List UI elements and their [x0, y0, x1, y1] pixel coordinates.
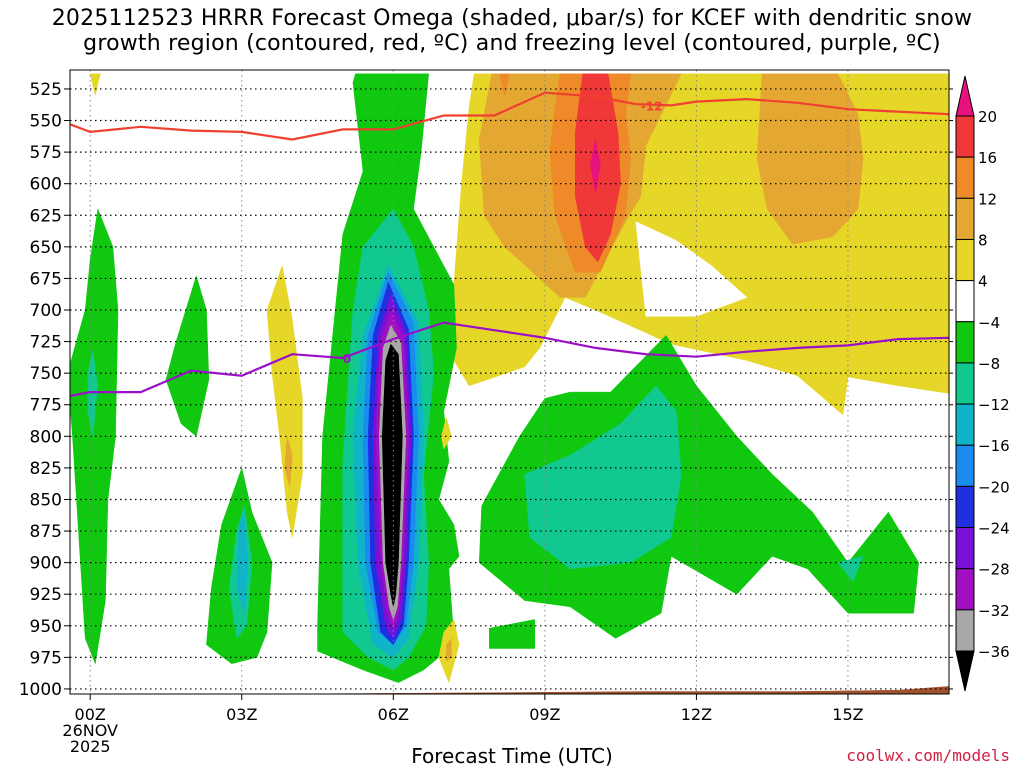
colorbar-label-10: −24 — [978, 520, 1010, 538]
x-tick-label-06Z: 06Z — [378, 705, 409, 724]
omega-region-30 — [441, 416, 452, 450]
omega-region-10 — [70, 207, 119, 665]
y-tick-label-550: 550 — [30, 112, 62, 132]
title-line-2: growth region (contoured, red, ºC) and f… — [83, 31, 941, 56]
colorbar-bin-9 — [955, 485, 975, 529]
grid-lines — [70, 70, 949, 694]
y-axis: 525 550 575 600 625 650 675 700 725 750 775 800 825 8… — [19, 80, 953, 700]
y-tick-label-975: 975 — [30, 648, 62, 668]
title-line-1: 2025112523 HRRR Forecast Omega (shaded, … — [51, 6, 973, 31]
omega-region-4 — [756, 73, 864, 245]
omega-region-8 — [590, 139, 601, 194]
y-tick-label-1000: 1000 — [19, 680, 62, 700]
colorbar-label-0: 20 — [978, 108, 997, 126]
colorbar-bin-10 — [955, 527, 975, 570]
colorbar-label-13: −36 — [978, 643, 1010, 661]
omega-region-29 — [284, 436, 293, 487]
chart-title: 2025112523 HRRR Forecast Omega (shaded, … — [0, 6, 1024, 56]
colorbar-label-6: −8 — [978, 355, 1000, 373]
colorbar-bin-5 — [955, 321, 975, 364]
omega-region-11 — [165, 275, 210, 437]
x-axis-label: Forecast Time (UTC) — [411, 744, 613, 768]
colorbar-label-2: 12 — [978, 190, 997, 208]
colorbar-bin-7 — [955, 403, 975, 446]
dgz-contour — [70, 91, 949, 141]
y-tick-label-675: 675 — [30, 269, 62, 289]
y-tick-label-575: 575 — [30, 143, 62, 163]
y-tick-label-650: 650 — [30, 238, 62, 258]
omega-region-0 — [89, 73, 101, 96]
x-tick-label-03Z: 03Z — [226, 705, 257, 724]
x-tick-label-09Z: 09Z — [529, 705, 560, 724]
colorbar-label-11: −28 — [978, 561, 1010, 579]
freezing-level-contour-label: 0 — [343, 352, 351, 366]
colorbar-bin-0 — [955, 115, 975, 158]
x-tick-label-15Z: 15Z — [832, 705, 863, 724]
omega-region-28 — [266, 264, 303, 538]
omega-region-21 — [236, 512, 249, 614]
omega-region-16 — [87, 350, 99, 437]
y-tick-label-750: 750 — [30, 364, 62, 384]
colorbar-label-12: −32 — [978, 602, 1010, 620]
x-tick-year: 2025 — [70, 737, 111, 756]
colorbar-bin-8 — [955, 444, 975, 487]
omega-region-2 — [635, 221, 748, 317]
x-tick-label-12Z: 12Z — [681, 705, 712, 724]
freezing-level-contour — [70, 321, 949, 397]
omega-region-14 — [489, 619, 536, 649]
colorbar-bin-2 — [955, 197, 975, 240]
colorbar-bin-6 — [955, 362, 975, 405]
colorbar-bin-1 — [955, 156, 975, 199]
site-credit: coolwx.com/models — [846, 746, 1010, 765]
x-tick-date: 26NOV — [62, 721, 118, 740]
y-tick-label-700: 700 — [30, 301, 62, 321]
y-tick-label-950: 950 — [30, 617, 62, 637]
colorbar-top-arrow — [955, 75, 975, 117]
y-tick-label-525: 525 — [30, 80, 62, 100]
y-tick-label-925: 925 — [30, 585, 62, 605]
colorbar-label-3: 8 — [978, 231, 988, 249]
omega-region-18 — [524, 385, 682, 570]
x-tick-label-00Z: 00Z — [75, 705, 106, 724]
y-tick-label-725: 725 — [30, 333, 62, 353]
colorbar-label-8: −16 — [978, 437, 1010, 455]
omega-region-5 — [499, 73, 510, 96]
plot-frame — [69, 69, 950, 695]
colorbar-label-1: 16 — [978, 149, 997, 167]
colorbar-label-4: 4 — [978, 273, 988, 291]
colorbar-label-5: −4 — [978, 314, 1000, 332]
colorbar-bin-3 — [955, 238, 975, 282]
y-tick-label-600: 600 — [30, 175, 62, 195]
y-tick-label-875: 875 — [30, 522, 62, 542]
colorbar-label-7: −12 — [978, 396, 1010, 414]
y-tick-label-800: 800 — [30, 427, 62, 447]
contour-lines: -12 0 — [70, 91, 949, 397]
y-tick-label-625: 625 — [30, 206, 62, 226]
colorbar-bin-12 — [955, 609, 975, 652]
y-tick-label-775: 775 — [30, 396, 62, 416]
colorbar-label-9: −20 — [978, 478, 1010, 496]
y-tick-label-850: 850 — [30, 490, 62, 510]
y-tick-label-825: 825 — [30, 459, 62, 479]
y-tick-label-900: 900 — [30, 554, 62, 574]
colorbar-bin-4 — [955, 280, 975, 323]
colorbar-bottom-arrow — [955, 650, 975, 692]
colorbar: 20 16 12 8 4 −4 −8 −12 −16 −20 −24 −28 −32 −36 — [955, 75, 1010, 692]
colorbar-bin-11 — [955, 568, 975, 611]
omega-region-19 — [837, 555, 864, 583]
dgz-contour-label: -12 — [641, 99, 663, 113]
omega-shading — [70, 73, 949, 694]
